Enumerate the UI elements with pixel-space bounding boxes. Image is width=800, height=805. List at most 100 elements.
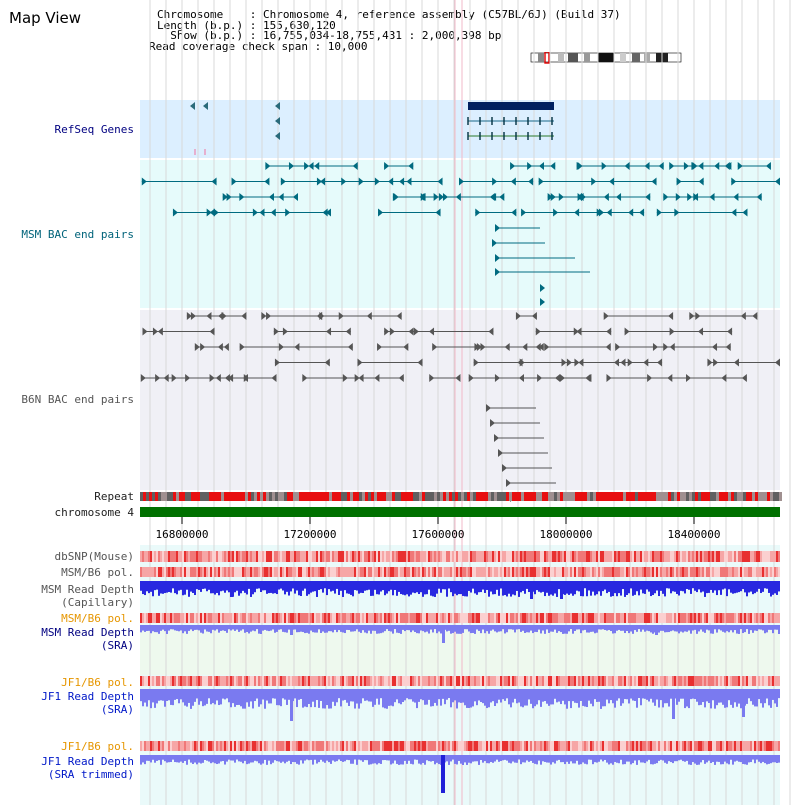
msm-capillary-depth-bar xyxy=(212,581,214,594)
msm-pol-strip xyxy=(682,567,684,577)
jf1-pol-strip xyxy=(622,676,624,686)
jf1-sra-depth-bar xyxy=(352,689,354,702)
jf1-pol2-strip xyxy=(752,741,754,751)
msm-capillary-depth-bar xyxy=(402,581,404,595)
b6n-bac-pair-end xyxy=(218,312,224,320)
dbsnp-strip xyxy=(654,551,656,562)
repeat-segment xyxy=(329,492,332,501)
jf1-pol-strip xyxy=(192,676,194,686)
dbsnp-strip xyxy=(616,551,618,562)
jf1-sra-depth-bar xyxy=(182,689,184,703)
msm-capillary-depth-bar xyxy=(242,581,244,591)
msm-sra-depth-bar xyxy=(300,625,302,632)
jf1-pol2-strip xyxy=(418,741,420,751)
msm-capillary-depth-bar xyxy=(756,581,758,592)
dbsnp-strip xyxy=(614,551,616,562)
jf1-pol-strip xyxy=(670,676,672,686)
msm-sra-depth-bar xyxy=(638,625,640,630)
msm-pol2-strip xyxy=(222,613,224,623)
dbsnp-strip xyxy=(372,551,374,562)
msm-pol2-strip xyxy=(482,613,484,623)
jf1-pol2-strip xyxy=(408,741,410,751)
msm-pol-strip xyxy=(394,567,396,577)
jf1-pol2-strip xyxy=(580,741,582,751)
jf1-pol2-strip xyxy=(572,741,574,751)
msm-pol-strip xyxy=(228,567,230,577)
jf1-pol-strip xyxy=(368,676,370,686)
msm-sra-depth-bar xyxy=(324,625,326,633)
msm-bac-pair-end xyxy=(420,193,426,201)
msm-sra-depth-bar xyxy=(762,625,764,631)
msm-capillary-depth-bar xyxy=(348,581,350,594)
msm-pol-strip xyxy=(382,567,384,577)
msm-sra-depth-bar xyxy=(228,625,230,630)
jf1-pol2-strip xyxy=(616,741,618,751)
jf1-pol-strip xyxy=(262,676,264,686)
msm-sra-depth-bar xyxy=(328,625,330,632)
jf1-pol2-strip xyxy=(176,741,178,751)
repeat-segment xyxy=(770,492,773,501)
msm-sra-depth-bar xyxy=(142,625,144,631)
jf1-sra-depth-bar xyxy=(450,689,452,708)
msm-sra-depth-bar xyxy=(756,625,758,631)
msm-capillary-depth-bar xyxy=(198,581,200,590)
msm-pol-strip xyxy=(328,567,330,577)
msm-pol2-strip xyxy=(738,613,740,623)
repeat-segment xyxy=(194,492,197,501)
msm-pol-strip xyxy=(582,567,584,577)
msm-pol2-strip xyxy=(504,613,506,623)
msm-sra-depth-bar xyxy=(602,625,604,630)
jf1-pol-strip xyxy=(328,676,330,686)
jf1-trimmed-depth-bar xyxy=(300,755,302,761)
jf1-pol-strip xyxy=(166,676,168,686)
jf1-pol2-strip xyxy=(302,741,304,751)
msm-sra-depth-bar xyxy=(376,625,378,634)
msm-pol-strip xyxy=(148,567,150,577)
msm-pol-strip xyxy=(470,567,472,577)
msm-capillary-depth-bar xyxy=(356,581,358,591)
jf1-pol-strip xyxy=(296,676,298,686)
msm-sra-depth-bar xyxy=(620,625,622,631)
msm-bac-pair-end xyxy=(499,193,505,201)
jf1-pol2-strip xyxy=(718,741,720,751)
msm-capillary-depth-bar xyxy=(694,581,696,591)
jf1-pol2-strip xyxy=(364,741,366,751)
msm-capillary-depth-bar xyxy=(434,581,436,597)
jf1-trimmed-depth-bar xyxy=(550,755,552,765)
repeat-segment xyxy=(656,492,659,501)
jf1-pol-strip xyxy=(588,676,590,686)
msm-sra-depth-bar xyxy=(552,625,554,632)
msm-pol-strip xyxy=(732,567,734,577)
jf1-trimmed-depth-bar xyxy=(286,755,288,762)
repeat-segment xyxy=(476,492,479,501)
dbsnp-strip xyxy=(448,551,450,562)
msm-pol2-strip xyxy=(314,613,316,623)
msm-pol2-strip xyxy=(414,613,416,623)
dbsnp-strip xyxy=(582,551,584,562)
msm-capillary-depth-bar xyxy=(632,581,634,596)
dbsnp-strip xyxy=(346,551,348,562)
jf1-trimmed-depth-bar xyxy=(590,755,592,760)
jf1-trimmed-depth-bar xyxy=(424,755,426,765)
msm-pol-strip xyxy=(564,567,566,577)
msm-sra-depth-bar xyxy=(742,625,744,634)
dbsnp-strip xyxy=(576,551,578,562)
jf1-trimmed-depth-bar xyxy=(748,755,750,763)
msm-capillary-depth-bar xyxy=(504,581,506,596)
jf1-sra-depth-bar xyxy=(198,689,200,705)
jf1-sra-depth-bar xyxy=(168,689,170,701)
dbsnp-strip xyxy=(522,551,524,562)
jf1-pol-strip xyxy=(654,676,656,686)
msm-pol2-strip xyxy=(452,613,454,623)
msm-pol2-strip xyxy=(358,613,360,623)
repeat-segment xyxy=(713,492,716,501)
msm-capillary-depth-bar xyxy=(364,581,366,591)
repeat-segment xyxy=(419,492,422,501)
msm-pol-strip xyxy=(154,567,156,577)
msm-pol2-strip xyxy=(720,613,722,623)
jf1-trimmed-depth-bar xyxy=(506,755,508,761)
msm-sra-depth-bar xyxy=(332,625,334,633)
msm-sra-depth-bar xyxy=(294,625,296,630)
jf1-pol-strip xyxy=(696,676,698,686)
